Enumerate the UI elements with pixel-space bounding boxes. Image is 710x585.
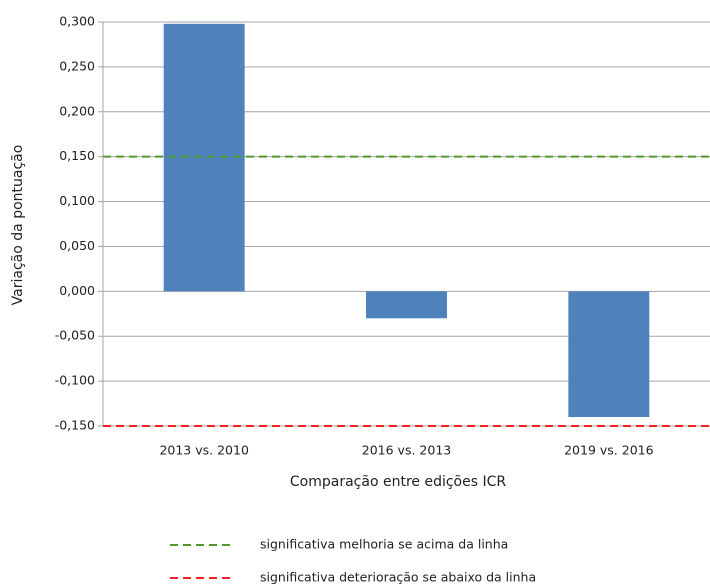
bar [568,291,650,418]
y-tick-label: 0,050 [59,238,95,253]
y-tick-label: 0,250 [59,58,95,73]
bar [163,23,245,292]
bar [366,291,447,319]
legend-label: significativa deterioração se abaixo da … [260,570,536,585]
y-tick-label: -0,050 [55,328,95,343]
x-tick-label: 2013 vs. 2010 [159,443,249,458]
y-tick-label: 0,300 [59,14,95,29]
x-axis-title: Comparação entre edições ICR [290,474,506,490]
y-tick-label: 0,000 [59,283,95,298]
y-tick-label: -0,150 [55,418,95,433]
y-tick-label: 0,100 [59,193,95,208]
legend-label: significativa melhoria se acima da linha [260,537,508,552]
y-tick-label: -0,100 [55,373,95,388]
y-tick-label: 0,200 [59,103,95,118]
y-axis-title: Variação da pontuação [10,145,26,306]
x-tick-label: 2019 vs. 2016 [564,443,654,458]
y-tick-label: 0,150 [59,148,95,163]
x-tick-label: 2016 vs. 2013 [362,443,451,458]
